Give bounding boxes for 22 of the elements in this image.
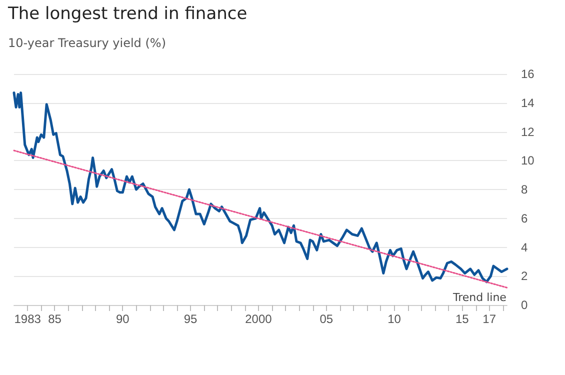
series-label: Trend line bbox=[452, 291, 507, 304]
x-tick-label: 15 bbox=[456, 312, 470, 326]
x-tick-label: 85 bbox=[48, 312, 62, 326]
y-tick-label: 8 bbox=[521, 182, 528, 196]
x-tick-label: 17 bbox=[482, 312, 496, 326]
x-tick-label: 1983 bbox=[14, 312, 42, 326]
y-tick-label: 2 bbox=[521, 269, 528, 284]
y-tick-label: 12 bbox=[521, 124, 535, 139]
y-tick-label: 16 bbox=[521, 67, 535, 81]
x-tick-label: 90 bbox=[116, 312, 130, 326]
y-tick-label: 6 bbox=[521, 211, 528, 226]
y-tick-label: 0 bbox=[521, 298, 528, 312]
x-tick-label: 05 bbox=[320, 312, 334, 326]
x-tick-label: 2000 bbox=[245, 312, 272, 326]
y-tick-label: 4 bbox=[521, 240, 528, 254]
line-series bbox=[12, 92, 508, 284]
chart-subtitle: 10-year Treasury yield (%) bbox=[8, 36, 166, 50]
y-tick-label: 10 bbox=[521, 154, 535, 168]
x-tick-label: 95 bbox=[184, 312, 198, 326]
chart-title: The longest trend in finance bbox=[8, 4, 248, 24]
x-tick-label: 10 bbox=[388, 312, 402, 326]
y-tick-label: 14 bbox=[521, 96, 535, 110]
